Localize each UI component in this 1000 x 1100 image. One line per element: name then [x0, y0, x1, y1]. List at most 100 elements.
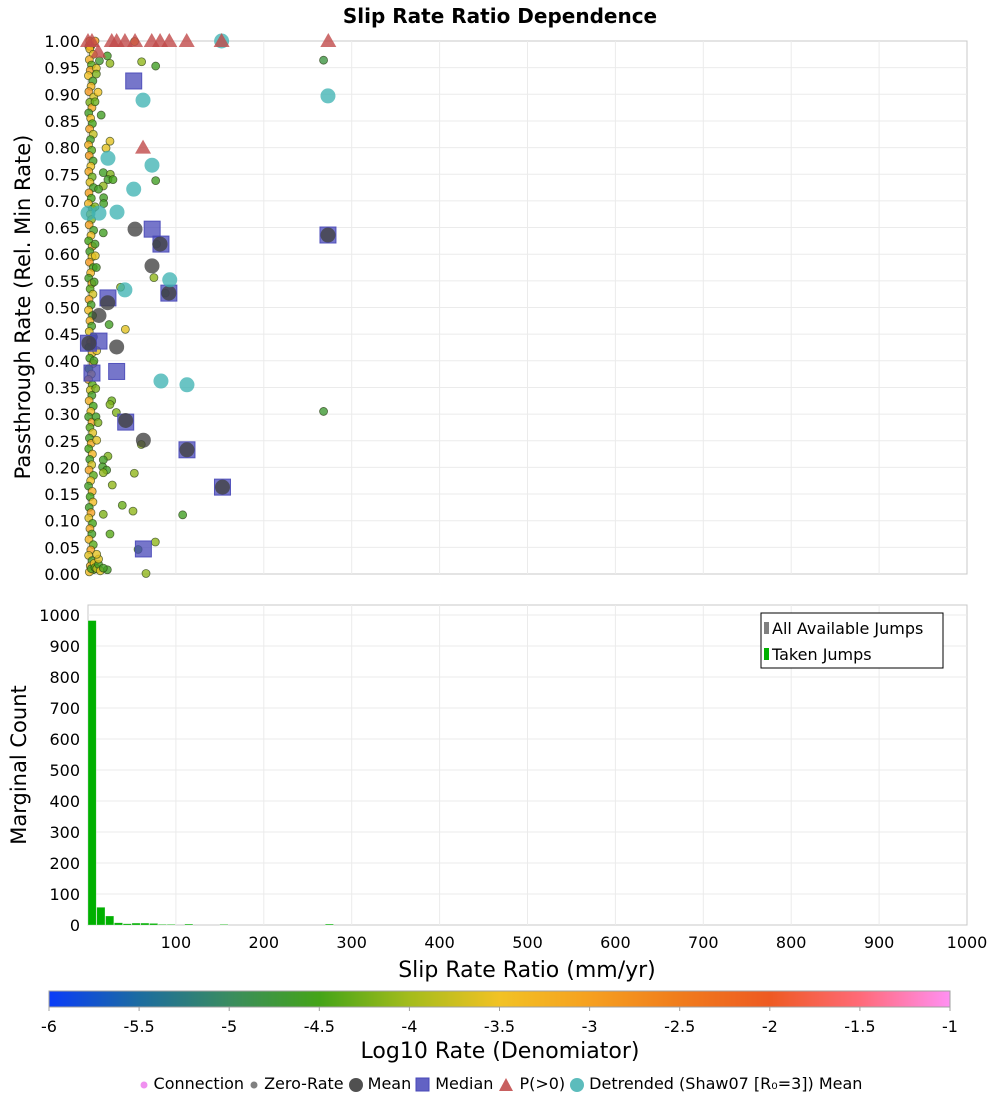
colorbar-tick-label: -2.5 — [664, 1017, 695, 1036]
histogram-legend-box — [760, 612, 944, 669]
detrended-mean-marker — [162, 272, 178, 288]
legend-item-zero-rate: Zero-Rate — [248, 1074, 344, 1093]
mean-marker — [144, 258, 160, 274]
colorbar-tick-label: -1 — [942, 1017, 958, 1036]
bar-taken-jumps — [184, 923, 194, 926]
p-gt-0-marker — [320, 33, 337, 47]
histogram-legend: All Available Jumps Taken Jumps — [760, 612, 944, 669]
x-tick-label: 900 — [864, 933, 895, 952]
mean-marker — [118, 412, 134, 428]
scatter-point — [319, 407, 328, 416]
scatter-y-ticks: 0.00 0.05 0.10 0.15 0.20 0.25 0.30 0.35 0.40 0.45… — [44, 32, 80, 584]
detrended-mean-marker — [135, 92, 151, 108]
scatter-point — [95, 56, 104, 66]
scatter-point — [120, 324, 130, 334]
red-triangle-icon — [499, 1077, 514, 1091]
mean-marker — [152, 236, 168, 252]
y-tick-label: 0.80 — [44, 139, 80, 158]
scatter-point — [90, 251, 100, 261]
y-tick-label: 0.60 — [44, 245, 80, 264]
scatter-point — [94, 184, 103, 194]
colorbar-ticks: -6 -5.5 -5 -4.5 -4 -3.5 -3 -2.5 -2 -1.5 -1 — [41, 1007, 958, 1036]
mean-marker — [179, 442, 195, 458]
small-gray-dot-icon — [250, 1081, 258, 1088]
detrended-mean-marker — [91, 205, 107, 221]
legend-label: Median — [435, 1074, 494, 1093]
y-tick-label: 900 — [49, 637, 80, 656]
histogram-y-ticks: 0 100 200 300 400 500 600 700 800 900 1000 — [39, 606, 80, 935]
y-tick-label: 0.95 — [44, 59, 80, 78]
blue-square-icon — [415, 1077, 430, 1091]
colorbar: -6 -5.5 -5 -4.5 -4 -3.5 -3 -2.5 -2 -1.5 -1 Log10 R… — [41, 990, 958, 1064]
scatter-point — [151, 176, 161, 186]
scatter-point — [98, 468, 108, 478]
y-tick-label: 0.55 — [44, 272, 80, 291]
detrended-mean-marker — [100, 150, 116, 166]
colorbar-tick-label: -4 — [401, 1017, 417, 1036]
scatter-point — [89, 356, 99, 366]
bar-taken-jumps — [87, 620, 97, 926]
median-marker — [134, 540, 152, 558]
scatter-point — [105, 58, 115, 68]
marker-legend: Connection Zero-Rate Mean Median P(>0) D… — [0, 1074, 1000, 1093]
colorbar-tick-label: -6 — [41, 1017, 57, 1036]
teal-circle-icon — [570, 1077, 585, 1092]
y-tick-label: 0.05 — [44, 538, 80, 557]
mean-marker — [127, 221, 143, 237]
scatter-point — [98, 563, 108, 573]
detrended-mean-marker — [80, 205, 96, 221]
scatter-point — [90, 239, 100, 249]
x-tick-label: 300 — [336, 933, 367, 952]
scatter-marks — [79, 33, 337, 578]
legend-label-all-available-jumps: All Available Jumps — [772, 619, 923, 638]
x-tick-label: 500 — [512, 933, 543, 952]
histogram-bars — [87, 620, 334, 926]
scatter-point — [150, 537, 160, 547]
y-tick-label: 0 — [70, 916, 80, 935]
chart-title: Slip Rate Ratio Dependence — [343, 4, 657, 28]
median-marker — [143, 220, 161, 238]
x-tick-label: 700 — [688, 933, 719, 952]
y-tick-label: 0.00 — [44, 565, 80, 584]
median-marker — [125, 72, 143, 90]
bar-taken-jumps — [105, 915, 115, 926]
legend-label: Zero-Rate — [264, 1074, 344, 1093]
y-tick-label: 200 — [49, 854, 80, 873]
y-tick-label: 0.65 — [44, 219, 80, 238]
bar-taken-jumps — [158, 924, 167, 926]
p-gt-0-marker — [161, 33, 178, 47]
scatter-point — [92, 435, 102, 445]
detrended-mean-marker — [153, 373, 169, 389]
scatter-point — [93, 418, 103, 428]
scatter-y-axis-label: Passthrough Rate (Rel. Min Rate) — [11, 135, 35, 480]
y-tick-label: 0.10 — [44, 512, 80, 531]
scatter-point — [91, 263, 101, 272]
bar-taken-jumps — [166, 924, 176, 926]
y-tick-label: 0.90 — [44, 85, 80, 104]
legend-swatch-all-available-jumps — [764, 622, 769, 634]
y-tick-label: 0.75 — [44, 165, 80, 184]
y-tick-label: 0.30 — [44, 405, 80, 424]
mean-marker — [109, 339, 125, 355]
legend-label-taken-jumps: Taken Jumps — [771, 645, 872, 664]
scatter-point — [105, 136, 115, 146]
p-gt-0-marker — [127, 33, 144, 47]
p-gt-0-marker — [213, 33, 230, 47]
scatter-point — [104, 320, 114, 329]
scatter-point — [149, 273, 159, 283]
y-tick-label: 1000 — [39, 606, 80, 625]
mean-marker — [81, 335, 97, 351]
bar-taken-jumps — [96, 907, 106, 926]
scatter-point — [96, 110, 106, 120]
legend-label: P(>0) — [519, 1074, 566, 1093]
scatter-point — [105, 529, 115, 539]
p-gt-0-marker — [178, 33, 195, 47]
y-tick-label: 0.20 — [44, 458, 80, 477]
legend-label: Mean — [367, 1074, 412, 1093]
y-tick-label: 0.50 — [44, 299, 80, 318]
bar-taken-jumps — [140, 922, 150, 926]
colorbar-label: Log10 Rate (Denomiator) — [361, 1039, 640, 1064]
scatter-point — [91, 69, 101, 79]
histogram-plot: 0 100 200 300 400 500 600 700 800 900 1000 100 200 3… — [7, 604, 987, 983]
